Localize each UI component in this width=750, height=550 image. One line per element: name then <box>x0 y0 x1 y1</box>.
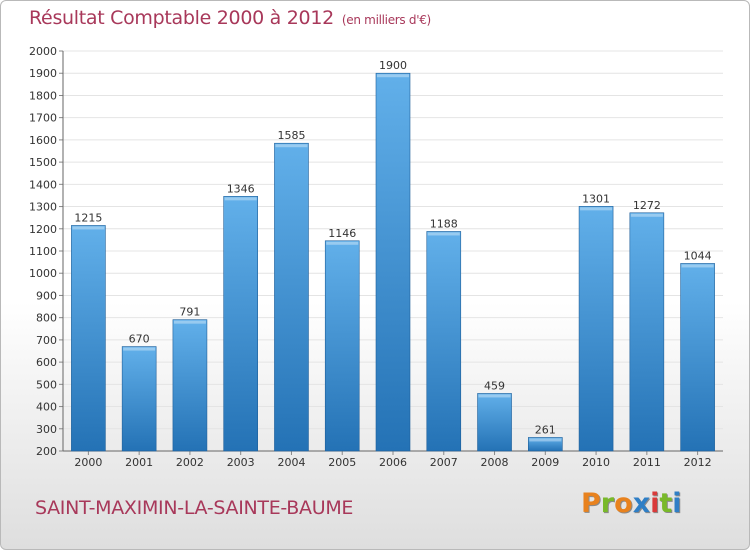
y-tick-label: 1400 <box>29 178 57 191</box>
y-tick-label: 1200 <box>29 223 57 236</box>
bar-highlight <box>173 320 206 324</box>
logo-letter: o <box>614 488 633 519</box>
bar-2003 <box>223 196 258 452</box>
bar-2008 <box>477 393 512 452</box>
x-tick-label: 2003 <box>227 456 255 469</box>
y-tick-label: 1800 <box>29 89 57 102</box>
bar-2007 <box>426 231 462 452</box>
bar-2009 <box>528 437 563 452</box>
y-tick-label: 2000 <box>29 45 57 58</box>
proxiti-logo: Proxiti <box>581 488 682 519</box>
x-tick-label: 2002 <box>176 456 204 469</box>
y-tick-label: 700 <box>36 334 57 347</box>
data-label-2003: 1346 <box>227 182 255 195</box>
chart-unit: (en milliers d'€) <box>341 13 431 27</box>
data-label-2005: 1146 <box>328 227 356 240</box>
bar-2002 <box>172 319 208 452</box>
bar-highlight <box>681 264 714 268</box>
logo-letter: i <box>672 488 682 519</box>
logo-letter: r <box>600 488 615 519</box>
data-label-2009: 261 <box>535 423 556 436</box>
bar-2006 <box>375 72 411 452</box>
y-tick-label: 1600 <box>29 134 57 147</box>
bar-highlight <box>275 144 308 148</box>
chart-title-text: Résultat Comptable 2000 à 2012 <box>29 7 334 29</box>
bar-2001 <box>121 346 157 452</box>
bar-highlight <box>427 232 460 236</box>
data-label-2002: 791 <box>179 306 200 319</box>
city-name: SAINT-MAXIMIN-LA-SAINTE-BAUME <box>35 497 354 519</box>
x-tick-label: 2005 <box>328 456 356 469</box>
y-tick-label: 1700 <box>29 112 57 125</box>
x-tick-label: 2010 <box>582 456 610 469</box>
data-label-2006: 1900 <box>379 59 407 72</box>
bar-2005 <box>324 240 360 452</box>
x-tick-label: 2008 <box>481 456 509 469</box>
bar-highlight <box>72 226 105 230</box>
bar-highlight <box>377 74 409 78</box>
y-tick-label: 1000 <box>29 267 57 280</box>
data-label-2010: 1301 <box>582 192 610 205</box>
axes: 200 300 400 500 600 700 800 900 1000 1100 1200 1300… <box>29 45 723 469</box>
chart-title: Résultat Comptable 2000 à 2012 (en millie… <box>29 7 431 29</box>
bar-highlight <box>224 197 257 201</box>
x-tick-label: 2011 <box>633 456 661 469</box>
data-labels: 1215 670 791 1346 1585 1146 1900 1188 459 261 1301… <box>74 59 711 436</box>
x-tick-label: 2004 <box>277 456 305 469</box>
x-tick-label: 2001 <box>125 456 153 469</box>
y-tick-label: 300 <box>36 423 57 436</box>
y-tick-label: 1900 <box>29 67 57 80</box>
y-tick-label: 200 <box>36 445 57 458</box>
logo-letter: i <box>650 488 660 519</box>
logo-letter: P <box>581 488 601 519</box>
data-label-2008: 459 <box>484 379 505 392</box>
bar-2011 <box>629 212 665 452</box>
data-label-2001: 670 <box>129 333 150 346</box>
data-label-2000: 1215 <box>74 211 102 224</box>
logo-letter: t <box>659 488 673 519</box>
x-tick-label: 2000 <box>74 456 102 469</box>
y-tick-label: 1100 <box>29 245 57 258</box>
x-tick-label: 2006 <box>379 456 407 469</box>
logo-letter: x <box>632 488 651 519</box>
bar-highlight <box>326 241 359 245</box>
y-tick-label: 1500 <box>29 156 57 169</box>
bar-highlight <box>478 394 511 398</box>
y-tick-label: 800 <box>36 312 57 325</box>
x-tick-label: 2012 <box>684 456 712 469</box>
bar-2000 <box>71 225 106 452</box>
bar-2004 <box>274 142 309 452</box>
bar-2010 <box>578 206 614 452</box>
bar-highlight <box>580 207 613 211</box>
data-label-2012: 1044 <box>684 249 712 262</box>
y-tick-label: 900 <box>36 289 57 302</box>
bar-2012 <box>680 263 715 452</box>
x-tick-label: 2009 <box>531 456 559 469</box>
bar-highlight <box>529 438 562 442</box>
bar-highlight <box>630 213 663 217</box>
data-label-2004: 1585 <box>277 129 305 142</box>
y-tick-label: 1300 <box>29 201 57 214</box>
y-tick-label: 500 <box>36 378 57 391</box>
data-label-2011: 1272 <box>633 199 661 212</box>
y-tick-label: 600 <box>36 356 57 369</box>
bars <box>71 72 715 452</box>
data-label-2007: 1188 <box>430 217 458 230</box>
x-tick-label: 2007 <box>430 456 458 469</box>
y-tick-label: 400 <box>36 401 57 414</box>
bar-highlight <box>123 347 156 351</box>
